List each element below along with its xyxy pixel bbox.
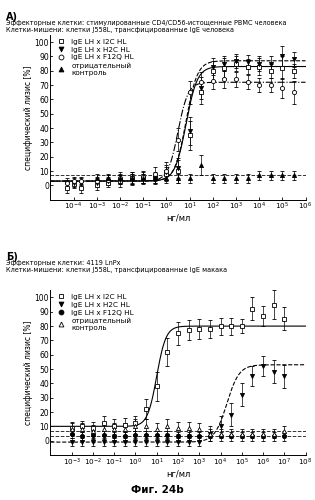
Text: Эффекторные клетки: стимулированные CD4/CD56-истощенные PBMC человека: Эффекторные клетки: стимулированные CD4/… xyxy=(6,20,287,26)
Text: Эффекторные клетки: 4119 LnPx: Эффекторные клетки: 4119 LnPx xyxy=(6,260,121,266)
Y-axis label: специфический лизис [%]: специфический лизис [%] xyxy=(24,65,33,170)
Text: Клетки-мишени: клетки J558L, трансфицированные IgE макака: Клетки-мишени: клетки J558L, трансфициро… xyxy=(6,267,227,273)
Text: Б): Б) xyxy=(6,252,18,262)
Text: A): A) xyxy=(6,12,18,22)
Legend: IgE LH x I2C HL, IgE LH x H2C HL, IgE LH x F12Q HL, отрицательный
контроль: IgE LH x I2C HL, IgE LH x H2C HL, IgE LH… xyxy=(53,292,135,333)
Text: Клетки-мишени: клетки J558L, трансфицированные IgE человека: Клетки-мишени: клетки J558L, трансфициро… xyxy=(6,27,234,33)
Legend: IgE LH x I2C HL, IgE LH x H2C HL, IgE LH x F12Q HL, отрицательный
контроль: IgE LH x I2C HL, IgE LH x H2C HL, IgE LH… xyxy=(53,37,135,77)
Y-axis label: специфический лизис [%]: специфический лизис [%] xyxy=(24,320,33,425)
Text: Фиг. 24b: Фиг. 24b xyxy=(131,485,184,495)
X-axis label: нг/мл: нг/мл xyxy=(166,214,190,223)
X-axis label: нг/мл: нг/мл xyxy=(166,469,190,478)
